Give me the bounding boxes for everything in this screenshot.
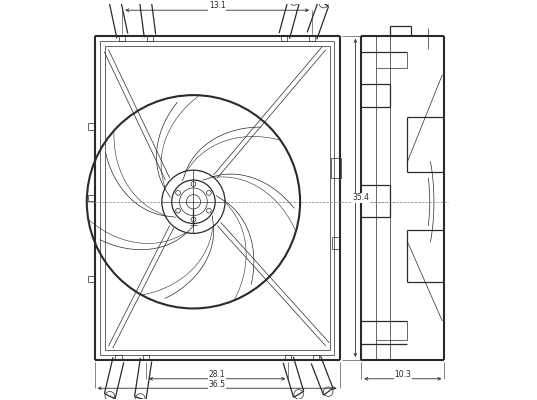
- Bar: [88, 195, 95, 201]
- Text: 10.3: 10.3: [394, 370, 411, 379]
- Bar: [88, 276, 95, 282]
- Bar: [331, 158, 341, 178]
- Text: 28.1: 28.1: [209, 370, 226, 379]
- Bar: [332, 236, 339, 249]
- Text: 36.5: 36.5: [209, 380, 226, 389]
- Bar: [285, 355, 292, 360]
- Bar: [309, 36, 315, 41]
- Bar: [313, 355, 319, 360]
- Text: 13.1: 13.1: [209, 1, 226, 10]
- Bar: [88, 124, 95, 130]
- Bar: [281, 36, 287, 41]
- Bar: [147, 36, 153, 41]
- Bar: [115, 355, 121, 360]
- Bar: [143, 355, 149, 360]
- Bar: [119, 36, 126, 41]
- Text: 35.4: 35.4: [353, 193, 370, 202]
